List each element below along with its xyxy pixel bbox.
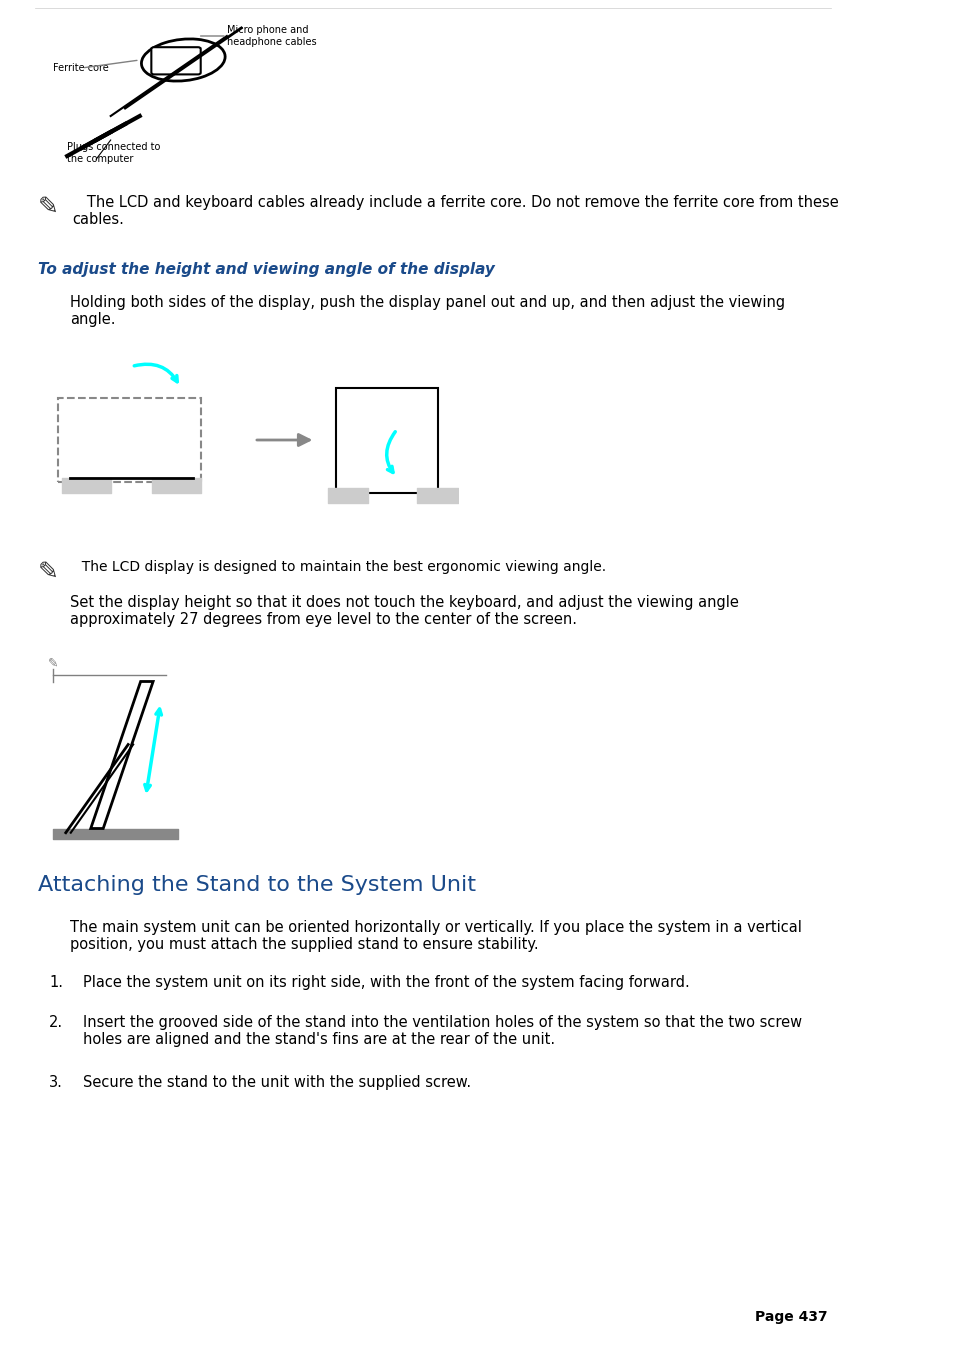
Text: The LCD display is designed to maintain the best ergonomic viewing angle.: The LCD display is designed to maintain …	[72, 561, 605, 574]
Text: Secure the stand to the unit with the supplied screw.: Secure the stand to the unit with the su…	[84, 1075, 471, 1090]
Text: Place the system unit on its right side, with the front of the system facing for: Place the system unit on its right side,…	[84, 975, 690, 990]
Text: 2.: 2.	[49, 1015, 63, 1029]
Text: Attaching the Stand to the System Unit: Attaching the Stand to the System Unit	[38, 875, 476, 894]
Text: 3.: 3.	[49, 1075, 63, 1090]
Text: The main system unit can be oriented horizontally or vertically. If you place th: The main system unit can be oriented hor…	[70, 920, 801, 952]
Text: The LCD and keyboard cables already include a ferrite core. Do not remove the fe: The LCD and keyboard cables already incl…	[72, 195, 838, 227]
Text: ✎: ✎	[38, 561, 59, 584]
Text: Page 437: Page 437	[754, 1310, 826, 1324]
Text: ✎: ✎	[38, 195, 59, 219]
Text: 1.: 1.	[49, 975, 63, 990]
Text: Insert the grooved side of the stand into the ventilation holes of the system so: Insert the grooved side of the stand int…	[84, 1015, 801, 1047]
Text: Set the display height so that it does not touch the keyboard, and adjust the vi: Set the display height so that it does n…	[70, 594, 738, 627]
Text: Holding both sides of the display, push the display panel out and up, and then a: Holding both sides of the display, push …	[70, 295, 784, 327]
Text: To adjust the height and viewing angle of the display: To adjust the height and viewing angle o…	[38, 262, 495, 277]
